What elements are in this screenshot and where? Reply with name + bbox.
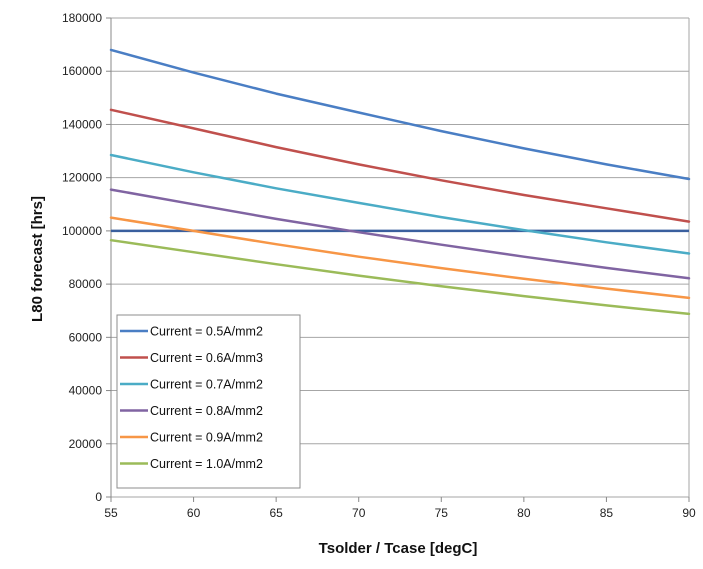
y-tick-label: 60000 — [69, 330, 103, 344]
x-tick-label: 90 — [682, 506, 696, 520]
x-axis-title: Tsolder / Tcase [degC] — [319, 540, 478, 557]
series-line-3 — [109, 153, 691, 255]
x-tick-label: 65 — [269, 506, 283, 520]
y-tick-label: 40000 — [69, 384, 103, 398]
legend: Current = 0.5A/mm2 Current = 0.6A/mm3 Curr… — [116, 314, 301, 489]
x-tick-label: 55 — [104, 506, 118, 520]
legend-label: Current = 0.8A/mm2 — [150, 404, 263, 418]
series-line-5 — [109, 216, 691, 300]
x-tick-label: 75 — [435, 506, 449, 520]
y-tick-label: 160000 — [62, 64, 102, 78]
series-line-4 — [109, 188, 691, 280]
legend-label: Current = 0.5A/mm2 — [150, 325, 263, 339]
y-tick-label: 120000 — [62, 171, 102, 185]
y-tick-label: 140000 — [62, 117, 102, 131]
x-tick-label: 70 — [352, 506, 366, 520]
x-tick-label: 85 — [600, 506, 614, 520]
x-tick-label: 80 — [517, 506, 531, 520]
y-axis-ticks: 0 20000 40000 60000 80000 100000 120000 140000 1… — [62, 11, 111, 504]
legend-box — [116, 314, 301, 489]
series-line-2 — [109, 108, 691, 223]
y-tick-label: 180000 — [62, 11, 102, 25]
y-tick-label: 0 — [95, 490, 102, 504]
legend-label: Current = 1.0A/mm2 — [150, 457, 263, 471]
series-lines — [109, 48, 691, 316]
y-tick-label: 20000 — [69, 437, 103, 451]
legend-label: Current = 0.9A/mm2 — [150, 431, 263, 445]
x-axis-ticks: 55 60 65 70 75 80 85 90 — [104, 497, 696, 520]
y-axis-title: L80 forecast [hrs] — [29, 196, 46, 322]
series-line-1 — [109, 48, 691, 181]
y-tick-label: 80000 — [69, 277, 103, 291]
y-tick-label: 100000 — [62, 224, 102, 238]
x-tick-label: 60 — [187, 506, 201, 520]
legend-label: Current = 0.7A/mm2 — [150, 378, 263, 392]
legend-label: Current = 0.6A/mm3 — [150, 351, 263, 365]
plot-frame — [110, 18, 690, 497]
series-line-6 — [109, 238, 691, 316]
